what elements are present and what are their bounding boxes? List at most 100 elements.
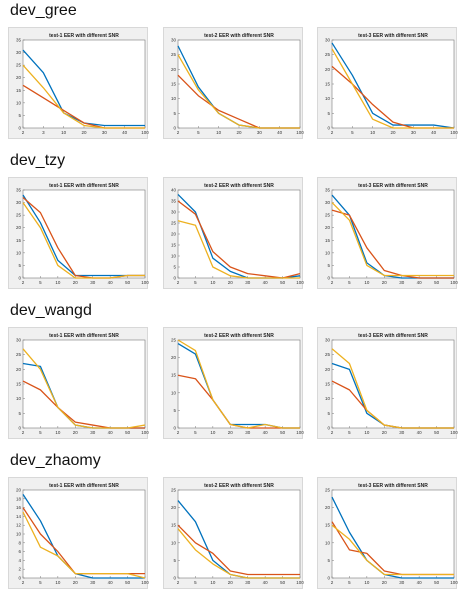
y-tick-label: 15 bbox=[171, 523, 177, 528]
x-tick-label: 50 bbox=[280, 580, 286, 585]
x-tick-label: 40 bbox=[122, 130, 128, 135]
x-tick-label: 20 bbox=[382, 430, 388, 435]
y-tick-label: 5 bbox=[173, 111, 176, 116]
chart-title: test-1 EER with different SNR bbox=[49, 183, 119, 189]
x-tick-label: 50 bbox=[125, 430, 131, 435]
chart-panel-5: test-3 EER with different SNR 0 5 10 15 20 25 3… bbox=[317, 177, 458, 289]
x-tick-label: 30 bbox=[245, 280, 251, 285]
chart-title: test-2 EER with different SNR bbox=[204, 183, 274, 189]
y-tick-label: 10 bbox=[16, 100, 22, 105]
x-tick-label: 40 bbox=[263, 280, 269, 285]
group-label-0: dev_gree bbox=[10, 2, 77, 19]
chart-title: test-2 EER with different SNR bbox=[204, 33, 274, 39]
y-tick-label: 20 bbox=[325, 367, 331, 372]
y-tick-label: 20 bbox=[16, 488, 22, 493]
plot-area bbox=[22, 189, 146, 279]
x-tick-label: 30 bbox=[90, 580, 96, 585]
y-tick-label: 10 bbox=[325, 96, 331, 101]
x-tick-label: 20 bbox=[73, 580, 79, 585]
y-tick-label: 20 bbox=[171, 232, 177, 237]
series-line-2 bbox=[22, 64, 145, 129]
series-line-2 bbox=[22, 348, 146, 429]
y-tick-label: 10 bbox=[16, 250, 22, 255]
x-tick-label: 100 bbox=[450, 280, 458, 285]
y-tick-label: 5 bbox=[327, 111, 330, 116]
series-line-2 bbox=[177, 220, 300, 279]
chart-svg: test-1 EER with different SNR05101520253… bbox=[16, 33, 149, 135]
y-tick-label: 10 bbox=[325, 540, 331, 545]
chart-panel-4: test-2 EER with different SNR 0 5 10 15 20 25 3… bbox=[163, 177, 304, 289]
chart-svg: test-1 EER with different SNR02468101214… bbox=[16, 483, 149, 585]
chart-svg: test-3 EER with different SNR05101520253… bbox=[325, 183, 458, 285]
series-line-2 bbox=[22, 202, 145, 279]
x-tick-label: 2 bbox=[22, 430, 25, 435]
y-tick-label: 0 bbox=[173, 126, 176, 131]
y-tick-label: 15 bbox=[16, 382, 22, 387]
y-tick-label: 25 bbox=[171, 52, 177, 57]
y-tick-label: 25 bbox=[16, 63, 22, 68]
y-tick-label: 0 bbox=[327, 126, 330, 131]
y-tick-label: 16 bbox=[16, 505, 22, 510]
y-tick-label: 20 bbox=[325, 67, 331, 72]
chart-panel-9: test-1 EER with different SNR 0 2 4 6 8 10 12 14… bbox=[8, 477, 149, 589]
y-tick-label: 20 bbox=[325, 225, 331, 230]
chart-title: test-3 EER with different SNR bbox=[358, 183, 428, 189]
y-tick-label: 10 bbox=[16, 396, 22, 401]
x-tick-label: 40 bbox=[417, 280, 423, 285]
chart-panel-11: test-3 EER with different SNR 0 5 10 15 20 25 2… bbox=[317, 477, 458, 589]
y-tick-label: 5 bbox=[173, 408, 176, 413]
series-line-2 bbox=[22, 511, 146, 579]
y-tick-label: 25 bbox=[325, 488, 331, 493]
y-tick-label: 6 bbox=[18, 549, 21, 554]
series-line-0 bbox=[331, 496, 454, 579]
x-tick-label: 10 bbox=[55, 580, 61, 585]
y-tick-label: 30 bbox=[171, 210, 177, 215]
plot-area bbox=[22, 339, 146, 429]
x-tick-label: 20 bbox=[236, 130, 242, 135]
x-tick-label: 40 bbox=[263, 580, 269, 585]
chart-title: test-1 EER with different SNR bbox=[49, 33, 119, 39]
x-tick-label: 5 bbox=[351, 130, 354, 135]
x-tick-label: 10 bbox=[364, 280, 370, 285]
x-tick-label: 30 bbox=[245, 430, 251, 435]
x-tick-label: 10 bbox=[55, 430, 61, 435]
y-tick-label: 10 bbox=[171, 254, 177, 259]
y-tick-label: 0 bbox=[327, 276, 330, 281]
chart-svg: test-1 EER with different SNR05101520253… bbox=[16, 333, 149, 435]
plot-area bbox=[331, 489, 455, 579]
y-tick-label: 25 bbox=[16, 352, 22, 357]
x-tick-label: 2 bbox=[22, 580, 25, 585]
y-tick-label: 0 bbox=[173, 576, 176, 581]
x-tick-label: 5 bbox=[39, 580, 42, 585]
y-tick-label: 10 bbox=[171, 540, 177, 545]
x-tick-label: 20 bbox=[228, 280, 234, 285]
x-tick-label: 20 bbox=[390, 130, 396, 135]
y-tick-label: 10 bbox=[171, 96, 177, 101]
plot-area bbox=[331, 339, 455, 429]
y-tick-label: 20 bbox=[171, 505, 177, 510]
y-tick-label: 15 bbox=[325, 238, 331, 243]
chart-panel-7: test-2 EER with different SNR 0 5 10 15 20 25 2… bbox=[163, 327, 304, 439]
series-line-2 bbox=[331, 48, 454, 129]
y-tick-label: 20 bbox=[16, 367, 22, 372]
y-tick-label: 15 bbox=[325, 382, 331, 387]
series-line-0 bbox=[331, 42, 455, 129]
series-line-2 bbox=[331, 524, 454, 576]
y-tick-label: 10 bbox=[325, 396, 331, 401]
y-tick-label: 0 bbox=[327, 576, 330, 581]
x-tick-label: 100 bbox=[450, 580, 458, 585]
chart-svg: test-2 EER with different SNR05101520253… bbox=[171, 183, 304, 285]
y-tick-label: 20 bbox=[16, 225, 22, 230]
x-tick-label: 10 bbox=[210, 280, 216, 285]
y-tick-label: 25 bbox=[16, 213, 22, 218]
chart-panel-10: test-2 EER with different SNR 0 5 10 15 20 25 2… bbox=[163, 477, 304, 589]
y-tick-label: 12 bbox=[16, 523, 22, 528]
x-tick-label: 30 bbox=[399, 280, 405, 285]
x-tick-label: 5 bbox=[39, 280, 42, 285]
x-tick-label: 100 bbox=[141, 130, 149, 135]
chart-svg: test-2 EER with different SNR05101520252… bbox=[171, 483, 304, 585]
series-line-2 bbox=[177, 528, 300, 579]
y-tick-label: 15 bbox=[325, 523, 331, 528]
chart-svg: test-3 EER with different SNR05101520253… bbox=[325, 333, 458, 435]
y-tick-label: 35 bbox=[16, 38, 22, 43]
